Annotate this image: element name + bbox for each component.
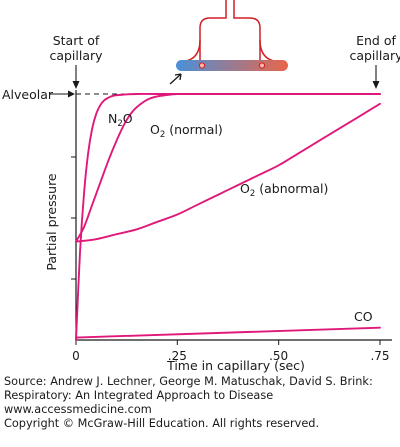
series-label-main: CO [354,309,373,324]
chart-axes: 0 .25 .50 .75 Time in capillary (sec) Partial… [44,90,392,373]
x-tick-label-1: .25 [168,349,187,363]
x-tick-label-0: 0 [72,349,80,363]
series-label-o2-normal: O2 (normal) [150,122,223,140]
series-line-o2-abnormal [75,102,381,243]
start-capillary-label-2: capillary [49,48,103,63]
red-cell-right [258,62,266,69]
series-label-main: O [150,122,160,137]
alveolar-label: Alveolar [2,87,54,102]
series-label-n2o: N2O [108,111,133,129]
y-axis-title: Partial pressure [44,173,59,271]
end-capillary-label-2: capillary [349,48,400,63]
series-label-main: N [108,111,117,126]
series-label-tail: O [123,111,133,126]
x-axis-title: Time in capillary (sec) [166,358,305,373]
x-tick-label-2: .50 [269,349,288,363]
x-tick-label-3: .75 [370,349,389,363]
series-label-main: O [240,181,250,196]
series-line-o2-normal [75,92,381,243]
credit-line-3: www.accessmedicine.com [4,403,152,416]
series-line-n2o [75,93,381,341]
credit-line-1: Source: Andrew J. Lechner, George M. Mat… [4,375,373,388]
credit-line-2: Respiratory: An Integrated Approach to D… [4,389,274,402]
start-capillary-label-1: Start of [53,33,100,48]
series-label-tail: (normal) [165,122,223,137]
series-label-co: CO [354,309,373,324]
credit-line-4: Copyright © McGraw-Hill Education. All r… [4,417,320,430]
series-label-tail: (abnormal) [255,181,328,196]
series-label-subscript: 2 [250,189,255,199]
series-label-o2-abnormal: O2 (abnormal) [240,181,328,199]
alveolus-arch [177,39,283,63]
series-label-subscript: 2 [117,119,122,129]
series-line-co [75,326,381,339]
capillary-tube [176,60,288,71]
flow-arrow-icon [169,73,182,85]
alveolar-arrow-head-icon [68,90,75,98]
red-cell-left [198,62,206,69]
end-capillary-label-1: End of [356,33,396,48]
alveolus-outline [199,0,261,62]
capillary-illustration [169,0,288,85]
start-arrow-icon [72,81,80,89]
end-arrow-icon [372,81,380,89]
series-label-subscript: 2 [160,130,165,140]
chart-series [75,92,381,341]
